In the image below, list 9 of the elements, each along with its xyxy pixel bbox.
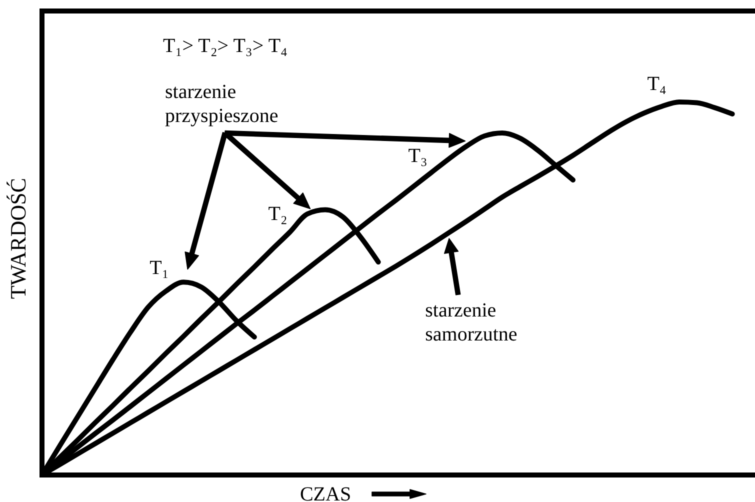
series-label: T₃ [408, 144, 428, 167]
series-label: T₄ [647, 73, 666, 95]
series-label: T₂ [268, 202, 288, 225]
x-axis-title: CZAS [300, 484, 352, 502]
text: T₁> T₂> T₃> T₄ [163, 35, 288, 57]
series-label: T₁ [150, 257, 169, 280]
annotation: starzenie samorzutne [425, 300, 518, 346]
y-axis-title: TWARDOŚĆ [6, 178, 30, 300]
annotation: starzenie przyspieszone [165, 81, 278, 127]
